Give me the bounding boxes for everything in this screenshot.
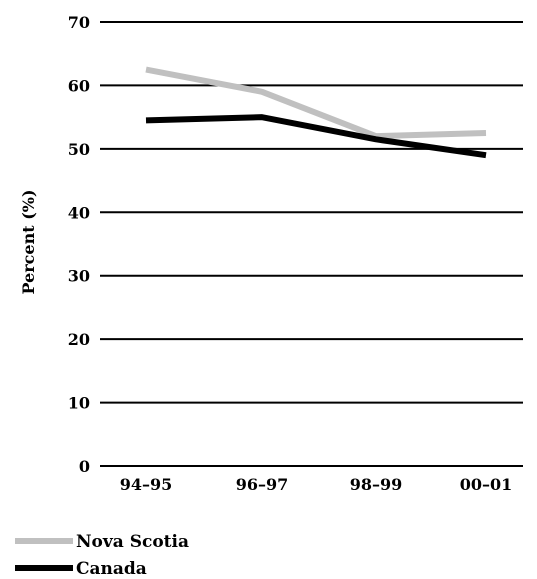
y-tick-label: 20	[68, 330, 90, 349]
y-tick-label: 40	[68, 203, 90, 222]
legend-item-canada: Canada	[15, 559, 147, 579]
x-tick-label: 94–95	[120, 475, 173, 494]
gridlines	[100, 21, 523, 467]
y-tick-label: 10	[68, 394, 90, 413]
series-line-nova-scotia	[145, 66, 487, 140]
y-axis-title: Percent (%)	[19, 189, 38, 294]
y-tick-label: 50	[68, 140, 90, 159]
y-tick-label: 30	[68, 267, 90, 286]
x-tick-label: 00–01	[460, 475, 513, 494]
x-axis-ticks: 94–95 96–97 98–99 00–01	[120, 475, 513, 494]
legend-label-nova-scotia: Nova Scotia	[76, 532, 189, 552]
legend-label-canada: Canada	[76, 559, 147, 579]
legend-item-nova-scotia: Nova Scotia	[15, 532, 189, 552]
y-tick-label: 70	[68, 13, 90, 32]
series-lines	[145, 66, 487, 159]
legend: Nova Scotia Canada	[15, 532, 189, 579]
y-axis-ticks: 0 10 20 30 40 50 60 70	[68, 13, 90, 476]
series-line-canada	[145, 114, 487, 159]
x-tick-label: 98–99	[350, 475, 403, 494]
x-tick-label: 96–97	[236, 475, 289, 494]
y-tick-label: 60	[68, 76, 90, 95]
y-tick-label: 0	[79, 457, 90, 476]
